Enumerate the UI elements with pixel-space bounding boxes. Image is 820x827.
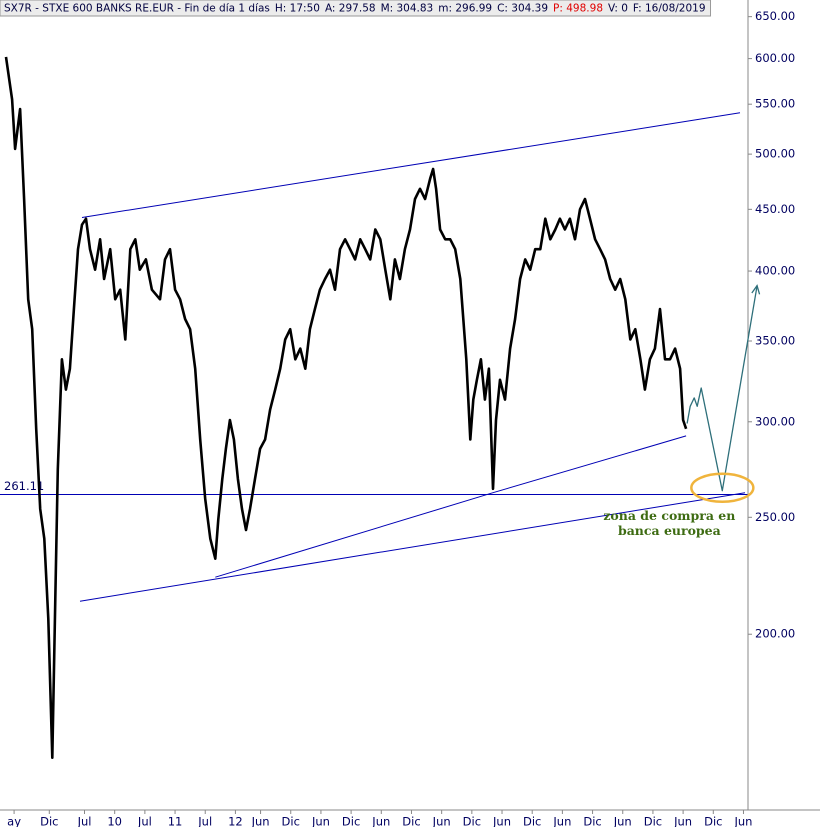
x-tick-label: Dic bbox=[282, 815, 300, 827]
x-tick-label: 10 bbox=[107, 815, 122, 827]
header: SX7R - STXE 600 BANKS RE.EUR - Fin de dí… bbox=[0, 0, 712, 17]
x-tick-label: Jun bbox=[371, 815, 390, 827]
x-tick-label: Jun bbox=[673, 815, 692, 827]
trend-line bbox=[81, 112, 741, 218]
y-tick-label: 200.00 bbox=[755, 627, 795, 641]
x-tick-label: Jun bbox=[492, 815, 511, 827]
x-tick-label: Dic bbox=[342, 815, 360, 827]
x-tick-label: Jul bbox=[77, 815, 92, 827]
x-tick-label: Dic bbox=[40, 815, 58, 827]
y-tick-label: 650.00 bbox=[755, 9, 795, 23]
x-tick-label: Dic bbox=[523, 815, 541, 827]
header-background bbox=[0, 0, 712, 17]
y-tick-label: 550.00 bbox=[755, 97, 795, 111]
projection-arrow bbox=[686, 285, 758, 492]
x-tick-label: Dic bbox=[704, 815, 722, 827]
header-item: V: 0 bbox=[608, 3, 628, 15]
x-tick-label: Jun bbox=[251, 815, 270, 827]
header-item: P: 498.98 bbox=[553, 3, 603, 15]
x-tick-label: Jul bbox=[197, 815, 212, 827]
header-item: M: 304.83 bbox=[381, 3, 434, 15]
y-tick-label: 350.00 bbox=[755, 334, 795, 348]
header-item: C: 304.39 bbox=[497, 3, 548, 15]
y-tick-label: 300.00 bbox=[755, 414, 795, 428]
x-tick-label: Dic bbox=[402, 815, 420, 827]
x-tick-label: 11 bbox=[168, 815, 183, 827]
y-tick-label: 250.00 bbox=[755, 510, 795, 524]
header-item: A: 297.58 bbox=[325, 3, 376, 15]
price-line bbox=[4, 56, 688, 759]
header-item: m: 296.99 bbox=[438, 3, 492, 15]
x-tick-label: Jul bbox=[137, 815, 152, 827]
x-tick-label: ay bbox=[7, 815, 21, 827]
arrow-head bbox=[751, 284, 761, 295]
x-tick-label: Jun bbox=[552, 815, 571, 827]
annotation: banca europea bbox=[618, 523, 721, 538]
annotation: zona de compra en bbox=[603, 508, 735, 523]
header-item: H: 17:50 bbox=[275, 3, 320, 15]
y-tick-label: 500.00 bbox=[755, 147, 795, 161]
trend-line bbox=[492, 435, 687, 494]
trend-line bbox=[215, 492, 494, 578]
x-tick-label: Jun bbox=[432, 815, 451, 827]
x-tick-label: Jun bbox=[311, 815, 330, 827]
header-item: SX7R - STXE 600 BANKS RE.EUR - Fin de dí… bbox=[4, 3, 270, 15]
header-item: F: 16/08/2019 bbox=[633, 3, 706, 15]
x-tick-label: 12 bbox=[228, 815, 243, 827]
x-tick-label: Jun bbox=[733, 815, 752, 827]
x-tick-label: Dic bbox=[463, 815, 481, 827]
level-label: 261.11 bbox=[4, 479, 44, 493]
y-tick-label: 600.00 bbox=[755, 51, 795, 65]
x-tick-label: Jun bbox=[613, 815, 632, 827]
x-tick-label: Dic bbox=[583, 815, 601, 827]
highlight-ellipse bbox=[690, 472, 755, 503]
y-tick-label: 450.00 bbox=[755, 202, 795, 216]
x-tick-label: Dic bbox=[644, 815, 662, 827]
y-tick-label: 400.00 bbox=[755, 264, 795, 278]
trend-line bbox=[79, 492, 746, 602]
